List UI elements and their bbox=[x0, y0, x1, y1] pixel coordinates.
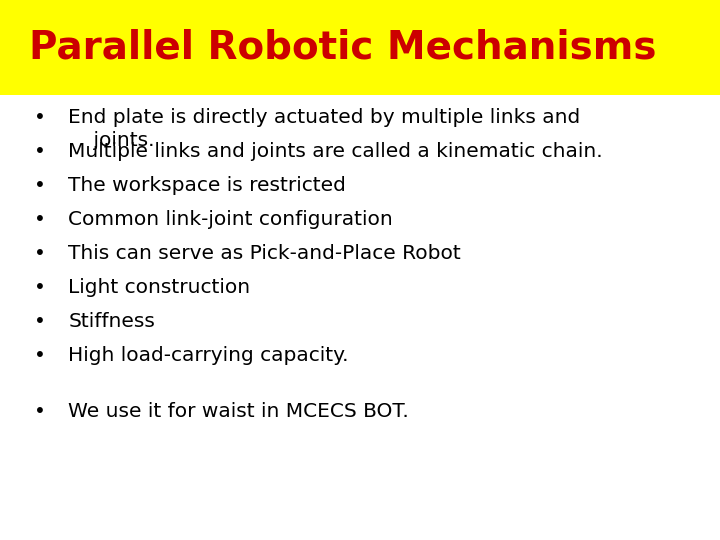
Text: Multiple links and joints are called a kinematic chain.: Multiple links and joints are called a k… bbox=[68, 142, 603, 161]
Text: Parallel Robotic Mechanisms: Parallel Robotic Mechanisms bbox=[29, 28, 657, 66]
Text: •: • bbox=[34, 346, 45, 365]
Bar bbox=[0, 0, 720, 94]
Text: •: • bbox=[34, 176, 45, 195]
Text: High load-carrying capacity.: High load-carrying capacity. bbox=[68, 346, 349, 365]
Text: •: • bbox=[34, 210, 45, 229]
Text: The workspace is restricted: The workspace is restricted bbox=[68, 176, 346, 195]
Text: This can serve as Pick-and-Place Robot: This can serve as Pick-and-Place Robot bbox=[68, 244, 461, 263]
Text: •: • bbox=[34, 108, 45, 127]
Text: •: • bbox=[34, 312, 45, 331]
Text: •: • bbox=[34, 402, 45, 421]
Text: •: • bbox=[34, 142, 45, 161]
Text: End plate is directly actuated by multiple links and
    joints.: End plate is directly actuated by multip… bbox=[68, 108, 580, 150]
Text: We use it for waist in MCECS BOT.: We use it for waist in MCECS BOT. bbox=[68, 402, 409, 421]
Text: Common link-joint configuration: Common link-joint configuration bbox=[68, 210, 393, 229]
Text: •: • bbox=[34, 278, 45, 297]
Text: Stiffness: Stiffness bbox=[68, 312, 156, 331]
Text: Light construction: Light construction bbox=[68, 278, 251, 297]
Text: •: • bbox=[34, 244, 45, 263]
